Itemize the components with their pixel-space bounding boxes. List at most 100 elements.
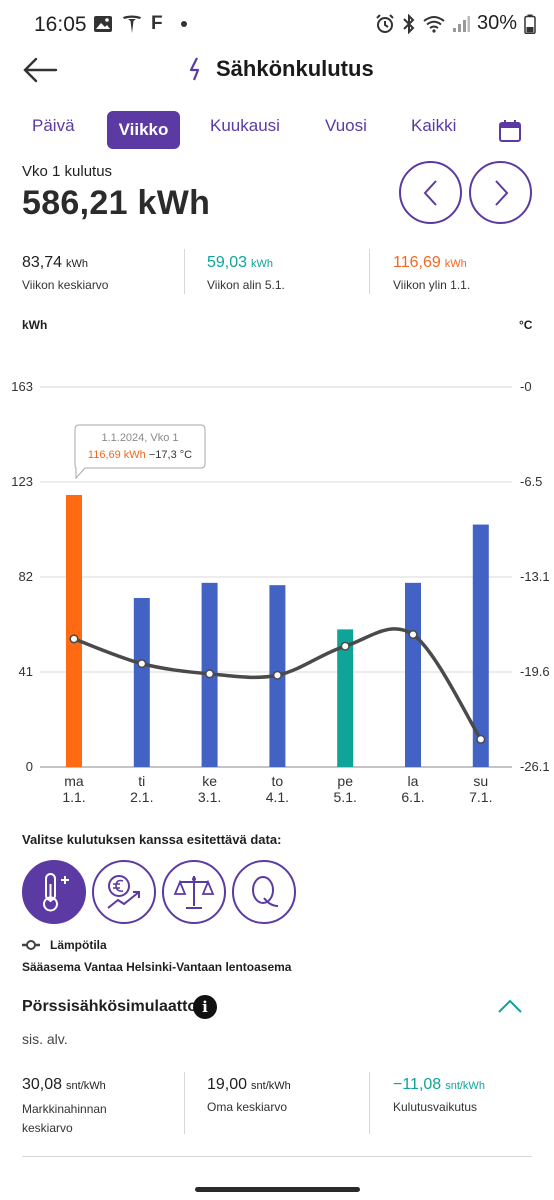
- sim-market-average: 30,08 snt/kWh Markkinahinnan keskiarvo: [22, 1076, 142, 1137]
- period-total: 586,21 kWh: [22, 184, 211, 222]
- vat-note: sis. alv.: [22, 1031, 68, 1047]
- bar-su[interactable]: [472, 524, 489, 767]
- y-tick-label: 123: [11, 474, 33, 489]
- y2-tick-label: -6.5: [520, 474, 542, 489]
- stat-max: 116,69 kWh Viikon ylin 1.1.: [393, 254, 470, 292]
- x-tick-day: ma: [64, 773, 84, 789]
- divider: [369, 1072, 370, 1134]
- q-data-button[interactable]: [232, 860, 296, 924]
- bluetooth-icon: [403, 13, 415, 34]
- x-tick-day: ti: [138, 773, 145, 789]
- alarm-icon: [376, 13, 394, 33]
- sim-own-average-label: Oma keskiarvo: [207, 1100, 288, 1114]
- x-tick-day: la: [408, 773, 419, 789]
- y-tick-label: 82: [19, 569, 33, 584]
- status-notifications: F: [93, 13, 187, 35]
- x-tick-date: 5.1.: [334, 789, 357, 805]
- right-axis-unit: °C: [519, 318, 533, 332]
- home-indicator[interactable]: [195, 1187, 360, 1192]
- stat-average-value: 83,74 kWh: [22, 254, 89, 271]
- gallery-icon: [94, 16, 112, 32]
- scale-icon: [173, 876, 215, 909]
- x-tick-day: to: [272, 773, 284, 789]
- simulator-title: Pörssisähkösimulaattori: [22, 998, 208, 1015]
- consumption-chart[interactable]: 0 -26.1 41 -19.6 82 -13.1 123 -6.5 163 -0 ma1.1. ti…: [0, 330, 554, 810]
- sim-consumption-effect-value: −11,08 snt/kWh: [393, 1076, 485, 1093]
- y-tick-label: 163: [11, 379, 33, 394]
- calendar-icon[interactable]: [498, 119, 522, 143]
- bar-la[interactable]: [405, 582, 421, 767]
- tab-kuukausi[interactable]: Kuukausi: [210, 116, 280, 135]
- sim-own-average: 19,00 snt/kWh Oma keskiarvo: [207, 1076, 291, 1114]
- data-chooser-title: Valitse kulutuksen kanssa esitettävä dat…: [22, 832, 282, 847]
- y2-tick-label: -19.6: [520, 664, 550, 679]
- tooltip-date: 1.1.2024, Vko 1: [101, 432, 178, 444]
- divider: [22, 1156, 532, 1157]
- lightning-icon: [189, 57, 200, 81]
- stat-average: 83,74 kWh Viikon keskiarvo: [22, 254, 108, 292]
- divider: [184, 249, 185, 294]
- temperature-point-ke[interactable]: [205, 669, 215, 679]
- status-system: 30%: [375, 12, 536, 35]
- sim-consumption-effect-label: Kulutusvaikutus: [393, 1100, 478, 1114]
- next-week-button[interactable]: [469, 161, 532, 224]
- temperature-point-su[interactable]: [476, 734, 486, 744]
- x-tick-date: 2.1.: [130, 789, 153, 805]
- x-tick-date: 6.1.: [401, 789, 424, 805]
- y2-tick-label: -0: [520, 379, 532, 394]
- weather-station: Sääasema Vantaa Helsinki-Vantaan lentoas…: [22, 960, 292, 974]
- previous-week-button[interactable]: [399, 161, 462, 224]
- page-title: Sähkönkulutus: [216, 56, 374, 81]
- tab-vuosi[interactable]: Vuosi: [325, 116, 367, 135]
- period-label: Vko 1 kulutus: [22, 163, 113, 180]
- x-tick-day: ke: [202, 773, 217, 789]
- x-tick-date: 4.1.: [266, 789, 289, 805]
- temperature-point-to[interactable]: [272, 670, 282, 680]
- back-arrow-icon[interactable]: [22, 56, 58, 84]
- q-icon: [252, 876, 279, 907]
- left-axis-unit: kWh: [22, 318, 48, 332]
- wifi-icon: [423, 15, 445, 33]
- x-tick-date: 7.1.: [469, 789, 492, 805]
- temperature-line-icon: [22, 940, 40, 950]
- temperature-point-la[interactable]: [408, 629, 418, 640]
- tooltip-values: 116,69 kWh −17,3 °C: [88, 449, 192, 461]
- x-tick-date: 1.1.: [62, 789, 85, 805]
- y2-tick-label: -26.1: [520, 759, 550, 774]
- carrier-letter: F: [151, 13, 163, 34]
- bar-ti[interactable]: [133, 597, 150, 767]
- tab-paiva[interactable]: Päivä: [32, 116, 75, 135]
- tab-viikko[interactable]: Viikko: [107, 111, 180, 149]
- temperature-data-button[interactable]: [22, 860, 86, 924]
- info-icon[interactable]: i: [193, 995, 217, 1019]
- tab-kaikki[interactable]: Kaikki: [411, 116, 457, 135]
- status-time: 16:05: [34, 13, 87, 36]
- chevron-left-icon: [423, 179, 437, 206]
- bar-ma[interactable]: [66, 494, 82, 767]
- tesla-icon: [123, 15, 141, 33]
- comparison-data-button[interactable]: [162, 860, 226, 924]
- temperature-point-ma[interactable]: [69, 634, 79, 644]
- battery-icon: [524, 14, 536, 34]
- battery-percent: 30%: [476, 12, 517, 34]
- x-tick-date: 3.1.: [198, 789, 221, 805]
- y2-tick-label: -13.1: [520, 569, 550, 584]
- stat-max-label: Viikon ylin 1.1.: [393, 278, 471, 292]
- bar-pe[interactable]: [337, 629, 354, 767]
- stat-min-value: 59,03 kWh: [207, 254, 274, 271]
- divider: [184, 1072, 185, 1134]
- x-tick-day: pe: [337, 773, 353, 789]
- temperature-legend-label: Lämpötila: [50, 938, 107, 952]
- temperature-point-ti[interactable]: [137, 659, 147, 669]
- sim-own-average-value: 19,00 snt/kWh: [207, 1076, 291, 1093]
- sim-consumption-effect: −11,08 snt/kWh Kulutusvaikutus: [393, 1076, 485, 1114]
- stat-max-value: 116,69 kWh: [393, 254, 467, 271]
- chevron-up-icon[interactable]: [497, 998, 523, 1014]
- x-tick-day: su: [473, 773, 488, 789]
- tooltip-temp: −17,3 °C: [149, 449, 192, 461]
- temperature-point-pe[interactable]: [340, 641, 350, 651]
- sim-market-average-label: Markkinahinnan keskiarvo: [22, 1102, 107, 1135]
- price-data-button[interactable]: [92, 860, 156, 924]
- stat-average-label: Viikon keskiarvo: [22, 278, 109, 292]
- thermometer-plus-icon: [43, 873, 69, 912]
